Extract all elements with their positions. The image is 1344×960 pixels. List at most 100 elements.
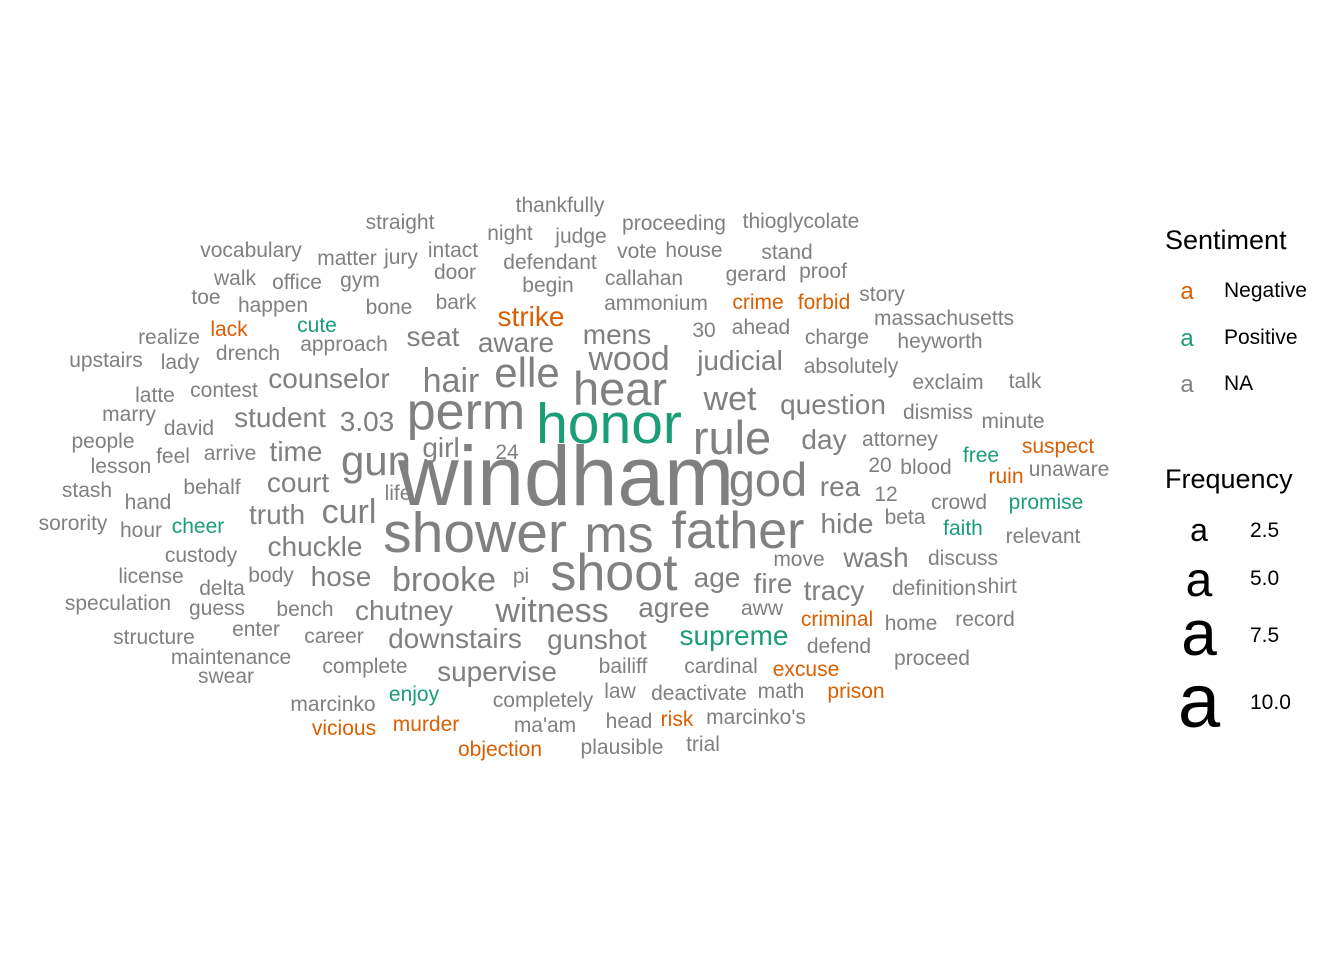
word-upstairs: upstairs <box>69 349 143 372</box>
word-curl: curl <box>322 493 377 531</box>
word-counselor: counselor <box>268 363 389 394</box>
word-time: time <box>270 436 323 467</box>
word-truth: truth <box>249 499 305 530</box>
frequency-legend-title: Frequency <box>1165 464 1293 494</box>
word-strike: strike <box>498 301 565 332</box>
word-night: night <box>487 222 533 245</box>
word-speculation: speculation <box>65 592 171 615</box>
word-ruin: ruin <box>988 465 1023 488</box>
word-ahead: ahead <box>732 316 790 339</box>
word-plausible: plausible <box>581 736 664 759</box>
word-office: office <box>272 271 322 294</box>
word-criminal: criminal <box>801 608 873 631</box>
word-david: david <box>164 417 214 440</box>
word-door: door <box>434 261 476 284</box>
word-supreme: supreme <box>680 620 789 651</box>
word-downstairs: downstairs <box>388 623 522 654</box>
word-rule: rule <box>693 411 771 464</box>
word-deactivate: deactivate <box>651 682 747 705</box>
word-prison: prison <box>827 680 884 703</box>
word-12: 12 <box>874 483 897 506</box>
word-definition: definition <box>892 577 976 600</box>
word-proceed: proceed <box>894 647 970 670</box>
word-day: day <box>801 424 846 455</box>
word-trial: trial <box>686 733 720 756</box>
word-home: home <box>885 612 938 635</box>
word-bench: bench <box>276 598 333 621</box>
word-windham: windham <box>397 429 734 523</box>
word-approach: approach <box>300 333 388 356</box>
word-stand: stand <box>761 241 812 264</box>
word-father: father <box>672 502 805 560</box>
word-girl: girl <box>422 432 459 463</box>
word-vicious: vicious <box>312 717 376 740</box>
word-minute: minute <box>981 410 1044 433</box>
frequency-key-glyph-10-0: a <box>1178 659 1221 744</box>
word-exclaim: exclaim <box>912 371 983 394</box>
word-free: free <box>963 444 999 467</box>
word-callahan: callahan <box>605 267 683 290</box>
word-hear: hear <box>573 362 667 415</box>
sentiment-key-glyph-negative: a <box>1180 278 1194 305</box>
word-vote: vote <box>617 240 657 263</box>
word-chuckle: chuckle <box>268 531 363 562</box>
word-30: 30 <box>692 319 715 342</box>
word-straight: straight <box>366 211 435 234</box>
word-lack: lack <box>210 318 248 341</box>
word-gerard: gerard <box>726 263 787 286</box>
frequency-label-2-5: 2.5 <box>1250 519 1279 542</box>
word-3-03: 3.03 <box>340 406 395 437</box>
word-contest: contest <box>190 379 258 402</box>
word-court: court <box>267 467 329 498</box>
word-aww: aww <box>741 597 784 620</box>
word-defendant: defendant <box>503 251 597 274</box>
word-custody: custody <box>165 544 238 567</box>
word-perm: perm <box>407 383 525 441</box>
word-life: life <box>385 482 412 505</box>
word-vocabulary: vocabulary <box>200 239 302 262</box>
word-marcinko-s: marcinko's <box>706 706 806 729</box>
sentiment-key-glyph-positive: a <box>1180 325 1194 352</box>
word-completely: completely <box>493 689 594 712</box>
word-sorority: sorority <box>39 512 108 535</box>
word-maintenance: maintenance <box>171 646 291 669</box>
word-absolutely: absolutely <box>804 355 899 378</box>
word-witness: witness <box>494 592 608 630</box>
word-question: question <box>780 389 886 420</box>
sentiment-legend-title: Sentiment <box>1165 225 1287 255</box>
word-record: record <box>955 608 1015 631</box>
word-math: math <box>758 680 805 703</box>
word-defend: defend <box>807 635 871 658</box>
word-wash: wash <box>842 542 908 573</box>
word-bailiff: bailiff <box>599 655 648 678</box>
word-elle: elle <box>494 349 559 396</box>
word-hide: hide <box>821 508 874 539</box>
word-judge: judge <box>554 225 606 248</box>
word-beta: beta <box>885 506 926 529</box>
word-gun: gun <box>341 437 411 484</box>
word-license: license <box>118 565 183 588</box>
word-god: god <box>729 453 807 506</box>
sentiment-label-na: NA <box>1224 372 1253 395</box>
word-24: 24 <box>495 441 519 464</box>
word-bone: bone <box>366 296 413 319</box>
word-wet: wet <box>703 380 757 418</box>
word-enter: enter <box>232 618 280 641</box>
word-complete: complete <box>322 655 407 678</box>
word-excuse: excuse <box>773 658 840 681</box>
word-swear: swear <box>198 665 254 688</box>
word-fire: fire <box>754 568 793 599</box>
word-forbid: forbid <box>798 291 851 314</box>
word-behalf: behalf <box>183 476 240 499</box>
word-jury: jury <box>383 246 418 269</box>
word-rea: rea <box>820 471 861 502</box>
word-drench: drench <box>216 342 280 365</box>
word-move: move <box>773 548 824 571</box>
word-heyworth: heyworth <box>897 330 982 353</box>
word-enjoy: enjoy <box>389 683 440 706</box>
word-arrive: arrive <box>204 442 257 465</box>
word-guess: guess <box>189 597 245 620</box>
word-cute: cute <box>297 314 337 337</box>
word-judicial: judicial <box>696 345 783 376</box>
sentiment-label-positive: Positive <box>1224 326 1298 349</box>
